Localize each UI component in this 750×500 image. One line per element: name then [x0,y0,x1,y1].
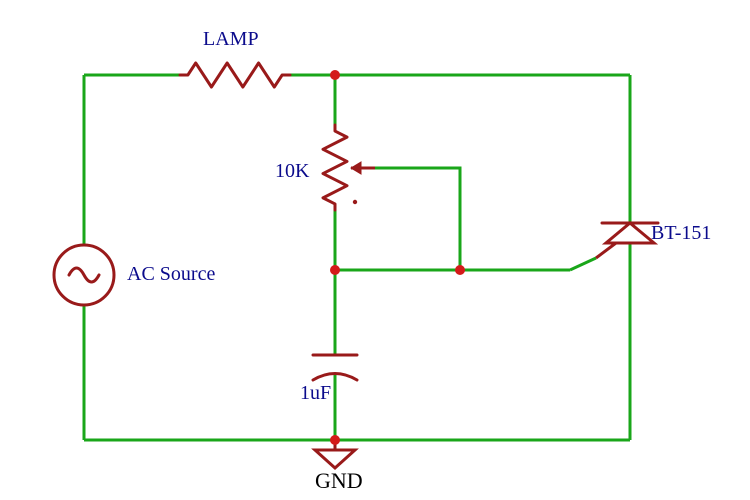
schematic-svg [0,0,750,500]
pot-label: 10K [275,160,309,183]
junction-node [330,435,340,445]
junction-node [330,70,340,80]
source-label: AC Source [127,263,215,286]
scr-label: BT-151 [651,222,711,245]
cap-label: 1uF [300,382,331,405]
junction-node [330,265,340,275]
junction-node [455,265,465,275]
lamp-label: LAMP [203,28,259,51]
gnd-label: GND [315,468,363,494]
circuit-diagram: LAMP 10K AC Source 1uF BT-151 GND [0,0,750,500]
